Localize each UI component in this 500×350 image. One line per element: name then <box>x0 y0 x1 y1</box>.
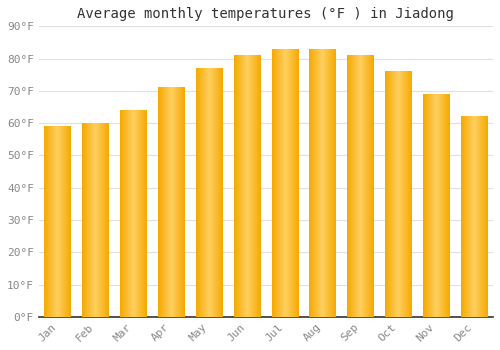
Title: Average monthly temperatures (°F ) in Jiadong: Average monthly temperatures (°F ) in Ji… <box>78 7 454 21</box>
